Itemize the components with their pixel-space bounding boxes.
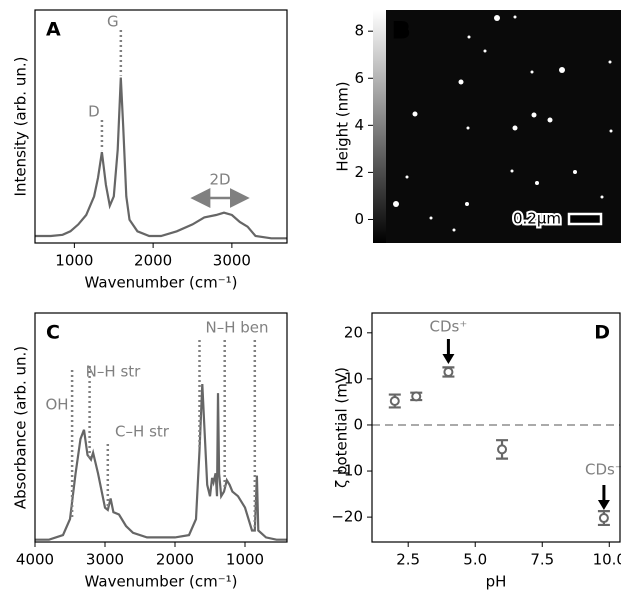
y-axis-label: Height (nm) — [334, 81, 352, 171]
axes-frame — [371, 312, 621, 543]
x-tick-label: 5.0 — [463, 551, 487, 569]
data-point — [497, 444, 508, 455]
x-tick-label: 2000 — [134, 252, 172, 270]
annotation-label: 2D — [210, 171, 231, 189]
y-tick-label: −20 — [331, 508, 363, 526]
panel-label: A — [46, 19, 61, 41]
data-point — [389, 396, 400, 407]
y-tick-label: 0 — [354, 210, 364, 228]
x-axis-label: pH — [486, 573, 507, 590]
data-point — [443, 366, 454, 377]
y-tick-label: 0 — [353, 415, 363, 433]
x-axis-label: Wavenumber (cm⁻¹) — [85, 274, 238, 292]
annotation-label: N–H str — [86, 363, 141, 381]
annotation-label: CDs⁻ — [585, 461, 621, 479]
spectrum-line — [35, 77, 287, 240]
x-tick-label: 1000 — [55, 252, 93, 270]
y-axis-label: ζ potential (mV) — [333, 367, 351, 488]
y-tick-label: 20 — [344, 323, 363, 341]
axes-frame — [34, 9, 288, 244]
annotation-label: CDs⁺ — [430, 318, 468, 336]
y-tick-label: 4 — [354, 116, 364, 134]
y-axis-label: Intensity (arb. un.) — [12, 57, 30, 197]
annotation-label: N–H ben — [205, 319, 268, 337]
x-tick-label: 1000 — [226, 551, 264, 569]
x-tick-label: 2.5 — [396, 551, 420, 569]
x-tick-label: 10.0 — [593, 551, 621, 569]
data-point — [598, 513, 609, 524]
spectrum-line — [35, 383, 287, 541]
axes-frame — [34, 312, 288, 543]
annotation-label: C–H str — [115, 423, 170, 441]
y-tick-label: 6 — [354, 69, 364, 87]
x-tick-label: 3000 — [86, 551, 124, 569]
y-tick-label: 8 — [354, 22, 364, 40]
annotation-arrowhead — [597, 500, 610, 510]
y-tick-label: 2 — [354, 163, 364, 181]
panel-label: D — [594, 322, 610, 344]
panel-label: C — [46, 322, 60, 344]
x-axis-label: Wavenumber (cm⁻¹) — [85, 573, 238, 590]
y-tick-label: −10 — [331, 462, 363, 480]
x-tick-label: 2000 — [156, 551, 194, 569]
y-tick-label: 10 — [344, 369, 363, 387]
x-tick-label: 7.5 — [530, 551, 554, 569]
annotation-arrowhead — [442, 354, 455, 364]
x-tick-label: 3000 — [213, 252, 251, 270]
scale-bar — [567, 212, 603, 226]
annotation-label: G — [107, 13, 119, 31]
annotation-label: D — [88, 103, 100, 121]
data-point — [411, 391, 422, 402]
x-tick-label: 4000 — [16, 551, 54, 569]
annotation-label: OH — [45, 396, 68, 414]
scale-bar-label: 0.2μm — [513, 210, 561, 228]
afm-image — [373, 10, 621, 243]
y-axis-label: Absorbance (arb. un.) — [12, 346, 30, 509]
panel-label: B — [394, 20, 408, 42]
